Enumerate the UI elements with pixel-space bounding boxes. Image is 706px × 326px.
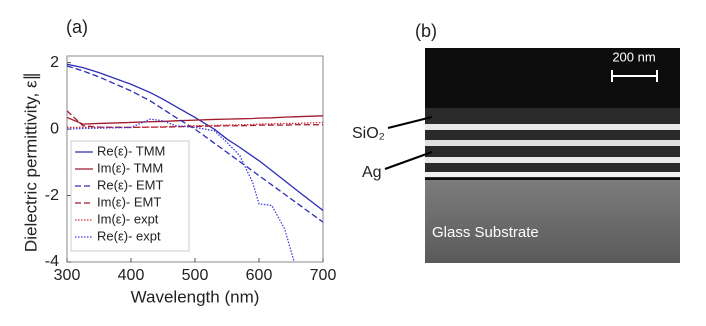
series-line <box>67 65 323 223</box>
x-tick-label: 600 <box>246 267 273 284</box>
series-line <box>67 118 295 262</box>
series-line <box>67 110 323 129</box>
legend-box <box>70 140 190 252</box>
layer-label: SiO₂ <box>352 125 385 142</box>
legend-label: Re(ε)- EMT <box>97 177 164 192</box>
layer <box>425 124 680 130</box>
series-line <box>67 63 323 212</box>
y-tick-label: -2 <box>45 187 59 204</box>
pointer <box>387 116 433 129</box>
panel-label: (b) <box>415 21 437 41</box>
sem-image: 200 nm Glass Substrate <box>425 48 680 263</box>
legend-label: Im(ε)- expt <box>97 211 159 226</box>
y-tick-label: -4 <box>45 253 59 270</box>
y-axis-label: Dielectric permittivity, ε∥ <box>21 72 40 252</box>
series-line <box>67 121 323 129</box>
y-tick-label: 0 <box>50 120 59 137</box>
legend-label: Re(ε)- expt <box>97 228 161 243</box>
layer <box>425 157 680 163</box>
scale-label: 200 nm <box>612 49 655 64</box>
plot: 300 400 500 600 700 -4 -2 0 2 Re(ε)- TMM Im(ε)- TM… <box>45 54 337 284</box>
layer <box>425 172 680 177</box>
x-tick-label: 400 <box>118 267 145 284</box>
legend-label: Im(ε)- EMT <box>97 194 161 209</box>
layer <box>425 140 680 146</box>
pointer <box>384 151 433 170</box>
substrate <box>425 180 680 263</box>
y-tick-label: 2 <box>50 54 59 71</box>
x-axis-label: Wavelength (nm) <box>131 287 260 306</box>
panel-label: (a) <box>66 17 88 37</box>
x-tick-label: 300 <box>54 267 81 284</box>
series-line <box>67 115 323 125</box>
x-tick-label: 500 <box>182 267 209 284</box>
substrate-label: Glass Substrate <box>432 224 539 241</box>
legend-label: Im(ε)- TMM <box>97 160 163 175</box>
x-tick-label: 700 <box>310 267 337 284</box>
legend-label: Re(ε)- TMM <box>97 143 165 158</box>
layer-label: Ag <box>362 164 382 181</box>
